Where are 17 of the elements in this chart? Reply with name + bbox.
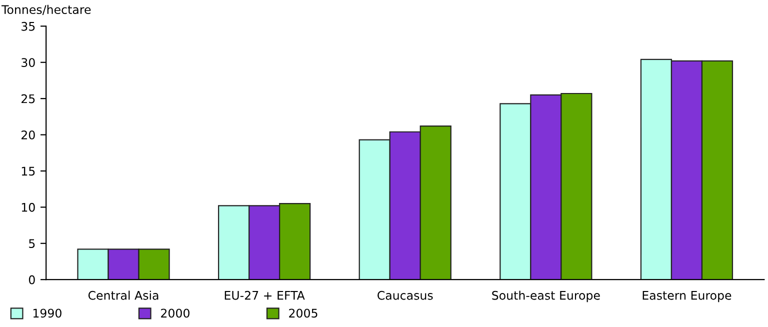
y-tick-label: 35	[22, 22, 35, 31]
y-tick-label: 0	[28, 275, 35, 284]
y-tick-label: 15	[22, 166, 35, 176]
x-tick-label: Central Asia	[88, 290, 158, 300]
x-tick-label: Eastern Europe	[642, 291, 732, 302]
y-tick-label: 20	[22, 130, 35, 140]
x-tick-label: EU-27 + EFTA	[224, 290, 305, 300]
x-tick-label: South-east Europe	[492, 290, 600, 302]
y-axis-title: Tonnes/hectare	[2, 4, 91, 15]
y-tick-label: 10	[22, 202, 35, 212]
legend-label: 2005	[289, 308, 318, 318]
legend-label: 2000	[161, 308, 190, 318]
y-tick-label: 5	[29, 239, 35, 248]
y-tick-label: 30	[22, 58, 35, 68]
y-tick-label: 25	[22, 94, 35, 104]
legend-label: 1990	[33, 308, 62, 318]
x-tick-label: Caucasus	[378, 290, 433, 300]
